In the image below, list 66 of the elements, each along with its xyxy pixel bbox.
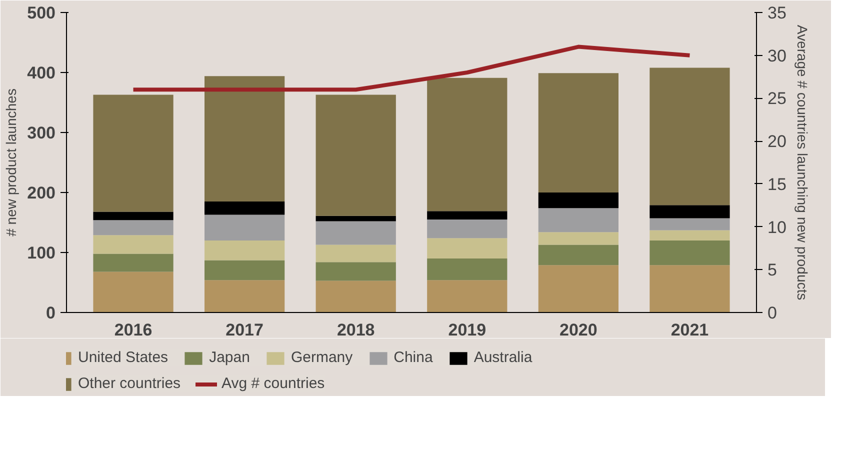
legend-label: Germany: [290, 349, 353, 366]
y2-tick-label: 35: [768, 4, 786, 22]
bar: [204, 76, 285, 202]
bar: [427, 211, 508, 220]
legend-label: Avg # countries: [222, 375, 325, 392]
y2-axis-title: Average # countries launching new products: [794, 24, 810, 300]
legend-label: China: [394, 349, 433, 366]
x-tick-label: 2020: [560, 320, 598, 340]
bar: [650, 230, 730, 240]
legend-label: Japan: [209, 349, 250, 366]
legend-label: Australia: [474, 349, 532, 366]
bar: [427, 78, 508, 212]
y2-tick-label: 25: [768, 89, 786, 108]
legend-label: United States: [78, 349, 168, 366]
bar: [427, 238, 508, 258]
bar: [538, 73, 618, 192]
bar: [93, 235, 174, 254]
y-tick-label: 100: [27, 244, 56, 262]
x-tick-label: 2016: [114, 320, 152, 340]
bar: [650, 205, 730, 218]
y2-tick-label: 5: [768, 260, 777, 280]
bar: [316, 280, 396, 312]
bar: [204, 202, 285, 215]
bar: [650, 265, 730, 312]
bar: [538, 244, 618, 266]
bar: [538, 192, 618, 208]
bar: [650, 68, 730, 206]
bar: [650, 240, 730, 266]
bar: [316, 221, 396, 245]
y-tick-label: 500: [27, 4, 56, 22]
y2-tick-label: 15: [768, 174, 786, 194]
x-tick-label: 2021: [670, 320, 709, 340]
y2-tick-label: 30: [768, 46, 786, 66]
bar: [427, 280, 508, 312]
bar: [427, 258, 508, 280]
y2-tick-label: 0: [768, 304, 777, 322]
bar: [650, 218, 730, 230]
x-tick-label: 2019: [448, 320, 486, 340]
bar: [93, 254, 174, 272]
bar: [204, 240, 285, 260]
bar: [93, 272, 174, 312]
y-axis-title: # new product launches: [3, 88, 20, 236]
y2-tick-label: 20: [768, 132, 786, 152]
bar: [316, 216, 396, 222]
legend-label: Other countries: [78, 375, 181, 392]
bar: [427, 220, 508, 238]
bar: [316, 244, 396, 262]
x-tick-label: 2018: [336, 320, 375, 340]
y-tick-label: 200: [27, 184, 56, 202]
bar: [204, 260, 285, 280]
y-tick-label: 0: [46, 304, 56, 322]
bar: [316, 262, 396, 281]
x-tick-label: 2017: [226, 320, 264, 340]
bar: [204, 214, 285, 240]
bar: [93, 220, 174, 236]
line-series: [131, 44, 692, 92]
y-tick-label: 300: [27, 124, 56, 142]
bar: [538, 232, 618, 245]
bar: [316, 94, 396, 216]
y2-tick-label: 10: [768, 218, 786, 237]
y-tick-label: 400: [27, 64, 56, 82]
bar: [93, 94, 174, 212]
bar: [538, 265, 618, 312]
bar: [204, 280, 285, 312]
bar: [538, 208, 618, 232]
bar: [93, 212, 174, 220]
